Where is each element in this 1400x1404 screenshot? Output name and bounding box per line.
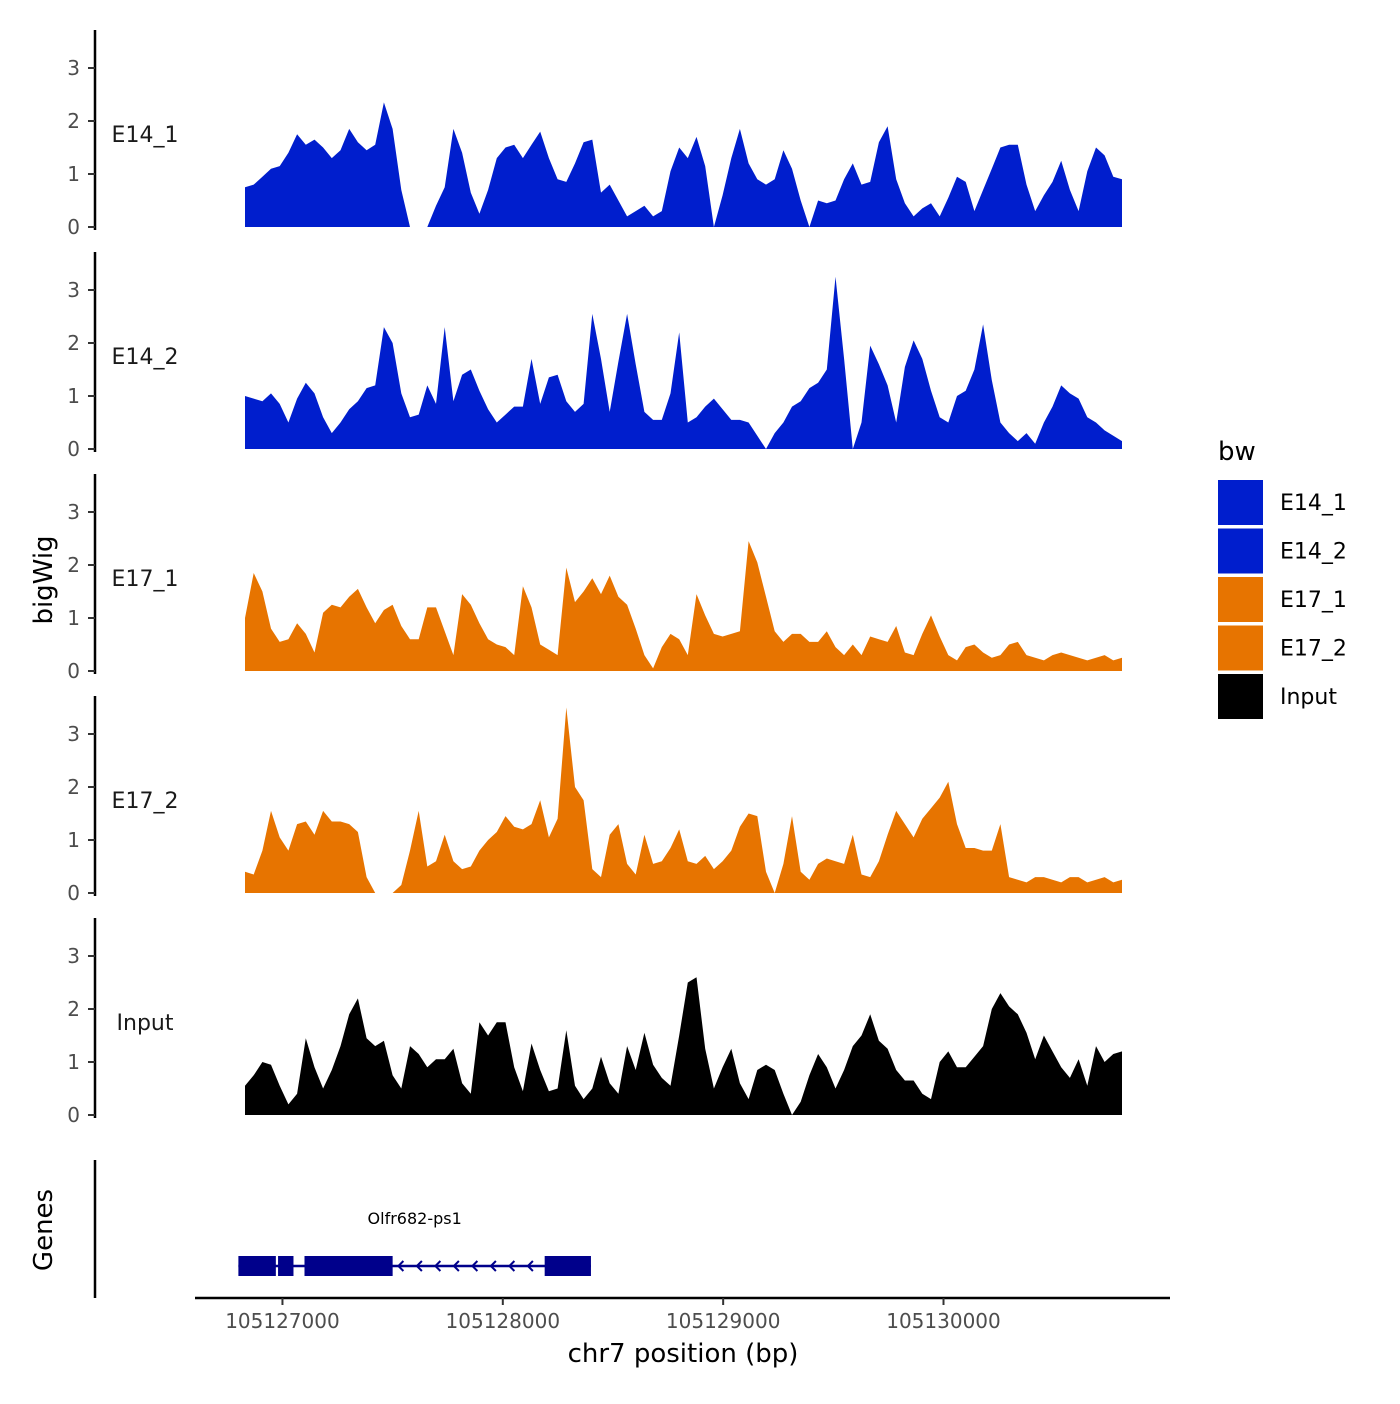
x-axis: 105127000 105128000 105129000 105130000: [195, 1296, 1170, 1333]
y-tick-label: 2: [67, 109, 80, 133]
legend-swatch: [1218, 625, 1263, 671]
legend-swatch: [1218, 674, 1263, 719]
x-axis-title: chr7 position (bp): [568, 1339, 799, 1369]
track-e17-1: 0 1 2 3 E17_1: [67, 474, 1122, 683]
coverage-area-e14-1: [245, 102, 1122, 227]
y-tick-label: 3: [67, 722, 80, 746]
strand-chevron: [433, 1260, 442, 1272]
gene-track: Olfr682-ps1: [93, 1160, 591, 1298]
y-axis-title: bigWig: [29, 535, 59, 624]
legend: bw E14_1 E14_2 E17_1 E17_2 Input: [1218, 437, 1347, 719]
strand-chevron: [526, 1260, 534, 1272]
tracks-layer: 0 1 2 3 E14_1 0 1 2 3 E14_2 0 1 2 3 E17_1 0 1 2 3 E17_2 0 1 2 3…: [67, 30, 1122, 1127]
gene-exon: [544, 1256, 591, 1276]
track-e14-1: 0 1 2 3 E14_1: [67, 30, 1122, 239]
y-tick-label: 1: [67, 1050, 80, 1074]
legend-swatch: [1218, 528, 1263, 574]
y-tick-label: 3: [67, 944, 80, 968]
y-tick-label: 3: [67, 278, 80, 302]
legend-swatch: [1218, 577, 1263, 622]
y-tick-label: 1: [67, 384, 80, 408]
legend-label: E14_2: [1280, 540, 1347, 565]
gene-exon: [304, 1256, 393, 1276]
y-tick-label: 3: [67, 56, 80, 80]
gene-name-label: Olfr682-ps1: [368, 1209, 462, 1228]
y-tick-label: 0: [67, 437, 80, 461]
strand-chevron: [396, 1260, 405, 1272]
track-label: E17_2: [112, 789, 179, 814]
x-tick-label: 105128000: [446, 1309, 561, 1333]
y-tick-label: 1: [67, 606, 80, 630]
strand-chevron: [507, 1260, 516, 1272]
legend-title: bw: [1218, 437, 1256, 467]
y-tick-label: 2: [67, 553, 80, 577]
y-tick-label: 0: [67, 659, 80, 683]
y-tick-label: 2: [67, 997, 80, 1021]
x-tick-label: 105130000: [886, 1309, 1001, 1333]
coverage-area-e17-1: [245, 541, 1122, 671]
coverage-area-input: [245, 977, 1122, 1115]
y-tick-label: 2: [67, 775, 80, 799]
track-label: E14_1: [112, 123, 179, 148]
coverage-area-e17-2: [245, 707, 1122, 893]
track-e14-2: 0 1 2 3 E14_2: [67, 252, 1122, 461]
legend-label: E17_2: [1280, 637, 1347, 662]
track-input: 0 1 2 3 Input: [67, 918, 1122, 1127]
y-tick-label: 1: [67, 828, 80, 852]
track-e17-2: 0 1 2 3 E17_2: [67, 696, 1122, 905]
track-label: E17_1: [112, 567, 179, 592]
legend-label: Input: [1280, 685, 1337, 710]
track-label: Input: [117, 1011, 174, 1036]
y-tick-label: 0: [67, 881, 80, 905]
x-tick-label: 105129000: [666, 1309, 781, 1333]
strand-chevron: [489, 1260, 497, 1272]
legend-label: E17_1: [1280, 588, 1347, 613]
strand-chevron: [452, 1260, 460, 1272]
y-tick-label: 3: [67, 500, 80, 524]
coverage-area-e14-2: [245, 276, 1122, 449]
genes-axis-title: Genes: [29, 1189, 59, 1271]
y-tick-label: 1: [67, 162, 80, 186]
legend-label: E14_1: [1280, 491, 1347, 516]
y-tick-label: 0: [67, 1103, 80, 1127]
legend-swatch: [1218, 480, 1263, 525]
y-tick-label: 2: [67, 331, 80, 355]
gene-exon: [238, 1256, 276, 1276]
strand-chevron: [415, 1260, 423, 1272]
strand-chevron: [470, 1260, 479, 1272]
track-label: E14_2: [112, 345, 179, 370]
y-tick-label: 0: [67, 215, 80, 239]
x-tick-label: 105127000: [225, 1309, 340, 1333]
gene-exon: [278, 1256, 294, 1276]
